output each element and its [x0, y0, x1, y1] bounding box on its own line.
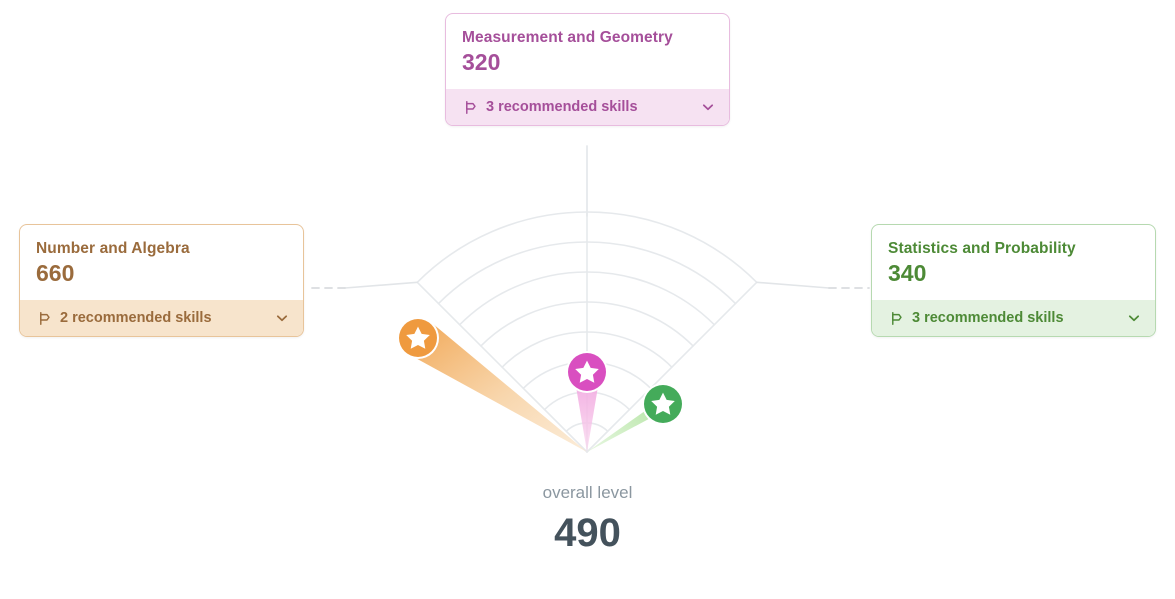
chevron-down-icon[interactable]: [275, 311, 289, 325]
signpost-icon: [466, 100, 476, 114]
recommended-skills-bar[interactable]: 3 recommended skills: [872, 299, 1155, 336]
recommended-skills-bar[interactable]: 2 recommended skills: [20, 299, 303, 336]
card-body: Measurement and Geometry 320: [446, 14, 729, 89]
signpost-icon: [40, 311, 50, 325]
card-body: Statistics and Probability 340: [872, 225, 1155, 300]
wedge-number-and-algebra: [405, 323, 587, 452]
overall-level-value: 490: [554, 511, 621, 556]
recommended-skills-label: 3 recommended skills: [912, 310, 1064, 327]
card-title: Statistics and Probability: [888, 240, 1076, 257]
overall-level-block: overall level 490: [0, 482, 1175, 558]
card-score: 340: [888, 260, 927, 287]
chevron-down-icon[interactable]: [1127, 311, 1141, 325]
overall-level-label: overall level: [542, 483, 633, 502]
radar-outer-rays: [344, 281, 830, 289]
card-title: Number and Algebra: [36, 240, 190, 257]
card-title: Measurement and Geometry: [462, 29, 673, 46]
card-body: Number and Algebra 660: [20, 225, 303, 300]
star-marker-green[interactable]: [642, 383, 684, 425]
subject-card-measurement-and-geometry[interactable]: Measurement and Geometry 320 3 recommend…: [445, 13, 730, 126]
recommended-skills-label: 2 recommended skills: [60, 310, 212, 327]
card-score: 660: [36, 260, 75, 287]
subject-card-statistics-and-probability[interactable]: Statistics and Probability 340 3 recomme…: [871, 224, 1156, 337]
recommended-skills-bar[interactable]: 3 recommended skills: [446, 88, 729, 125]
signpost-icon: [892, 311, 902, 325]
recommended-skills-label: 3 recommended skills: [486, 99, 638, 116]
card-score: 320: [462, 49, 501, 76]
star-marker-orange[interactable]: [397, 317, 439, 359]
star-marker-pink[interactable]: [566, 351, 608, 393]
chevron-down-icon[interactable]: [701, 100, 715, 114]
subject-card-number-and-algebra[interactable]: Number and Algebra 660 2 recommended ski…: [19, 224, 304, 337]
